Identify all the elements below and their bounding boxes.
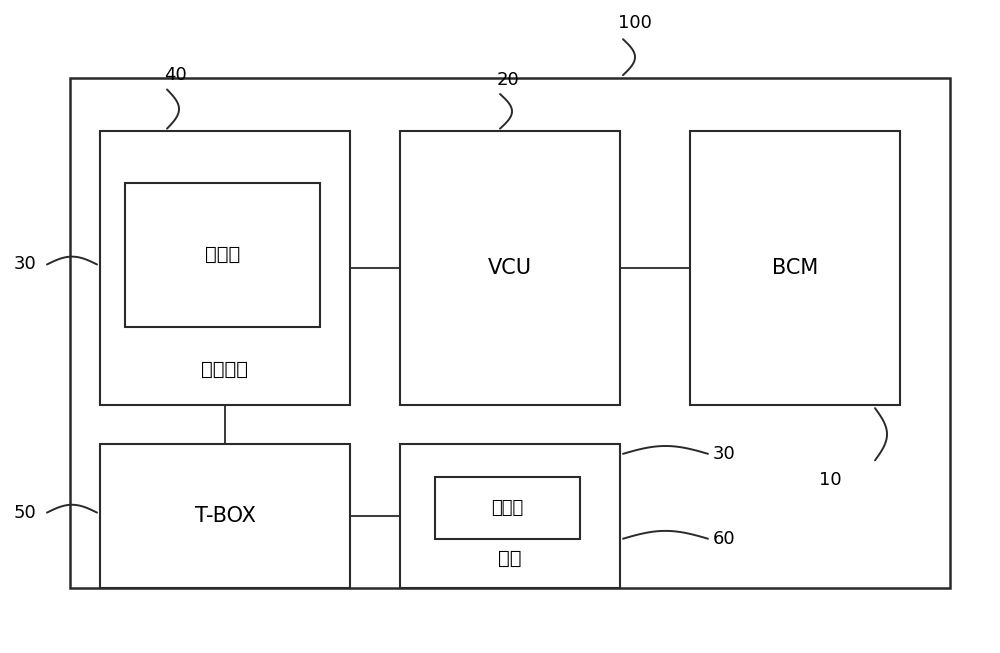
Text: 20: 20	[497, 71, 519, 89]
Text: 显示屏: 显示屏	[491, 499, 524, 517]
Bar	[125, 183, 320, 326]
Bar	[435, 477, 580, 539]
Bar	[690, 131, 900, 405]
Text: 60: 60	[713, 530, 736, 548]
Text: 50: 50	[14, 503, 36, 522]
Bar	[100, 444, 350, 588]
Text: 10: 10	[819, 471, 841, 489]
Text: T-BOX: T-BOX	[195, 506, 255, 526]
Text: BCM: BCM	[772, 258, 818, 278]
Text: 30: 30	[14, 255, 36, 274]
Text: VCU: VCU	[488, 258, 532, 278]
Bar	[400, 131, 620, 405]
Text: 显示屏: 显示屏	[205, 245, 240, 264]
Text: 30: 30	[713, 445, 736, 463]
Text: 100: 100	[618, 14, 652, 32]
Text: 40: 40	[164, 66, 186, 84]
Text: 组合仪表: 组合仪表	[202, 359, 248, 379]
Bar	[400, 444, 620, 588]
Bar	[100, 131, 350, 405]
Text: 终端: 终端	[498, 549, 522, 568]
Bar	[70, 78, 950, 588]
